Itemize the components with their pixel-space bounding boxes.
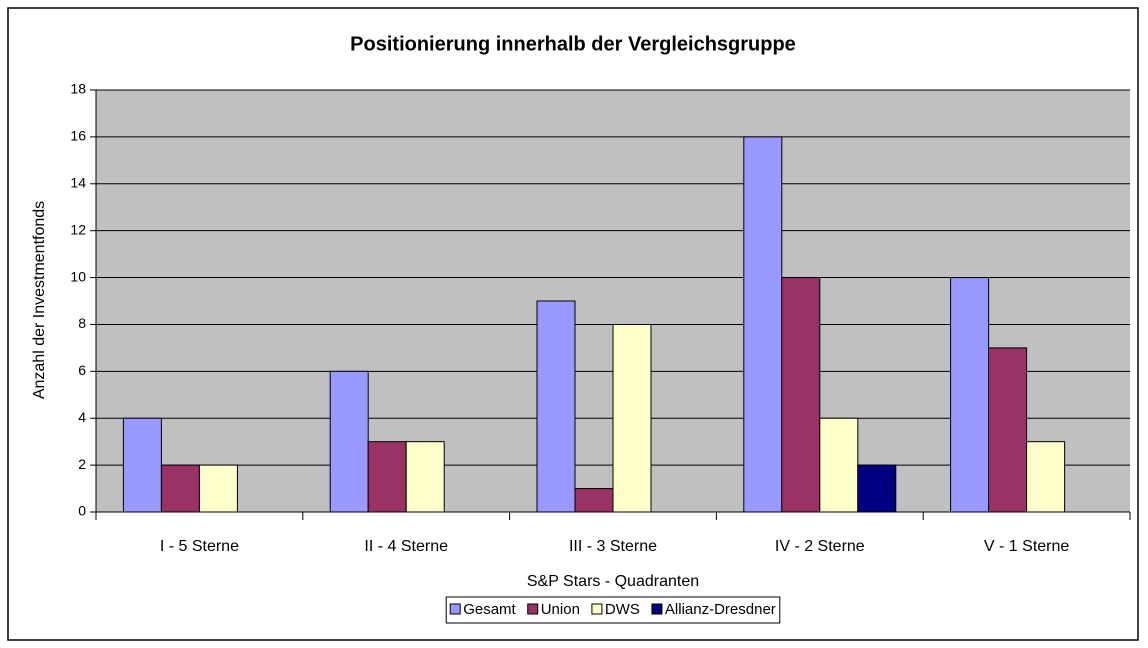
x-tick-label: I - 5 Sterne	[160, 538, 239, 555]
legend-swatch	[651, 603, 663, 615]
y-tick-label: 12	[70, 221, 86, 237]
x-tick-label: IV - 2 Sterne	[775, 538, 865, 555]
bar	[574, 488, 614, 513]
legend-swatch	[449, 603, 461, 615]
y-tick-label: 6	[78, 362, 86, 378]
legend-label: Union	[541, 601, 580, 618]
bar	[367, 441, 407, 513]
y-tick-label: 8	[78, 315, 86, 331]
legend-label: DWS	[605, 601, 640, 618]
legend-label: Allianz-Dresdner	[665, 601, 776, 618]
bar	[1026, 441, 1066, 513]
bar	[612, 323, 652, 513]
bar	[819, 417, 859, 513]
bar	[950, 277, 990, 513]
y-tick-label: 2	[78, 456, 86, 472]
x-axis-title: S&P Stars - Quadranten	[527, 573, 699, 590]
legend-swatch	[527, 603, 539, 615]
y-tick-label: 4	[78, 409, 86, 425]
y-tick-label: 18	[70, 81, 86, 97]
y-tick-label: 0	[78, 503, 86, 519]
bar	[988, 347, 1028, 513]
bar	[122, 417, 162, 513]
bar	[781, 277, 821, 513]
y-axis-title: Anzahl der Investmentfonds	[31, 201, 48, 399]
y-tick-label: 16	[70, 128, 86, 144]
x-tick-label: V - 1 Sterne	[984, 538, 1069, 555]
x-tick-label: II - 4 Sterne	[364, 538, 448, 555]
bar	[329, 370, 369, 513]
bar	[857, 464, 897, 513]
legend-swatch	[591, 603, 603, 615]
bar	[198, 464, 238, 513]
bar	[536, 300, 576, 513]
chart-title: Positionierung innerhalb der Vergleichsg…	[350, 33, 796, 55]
y-tick-label: 14	[70, 174, 86, 190]
x-tick-label: III - 3 Sterne	[569, 538, 657, 555]
bar	[743, 136, 783, 513]
legend-label: Gesamt	[463, 601, 516, 618]
bar	[405, 441, 445, 513]
legend-box	[445, 596, 781, 624]
legend: Gesamt Union DWS Allianz-Dresdner	[445, 596, 781, 624]
y-tick-label: 10	[70, 268, 86, 284]
bar	[160, 464, 200, 513]
